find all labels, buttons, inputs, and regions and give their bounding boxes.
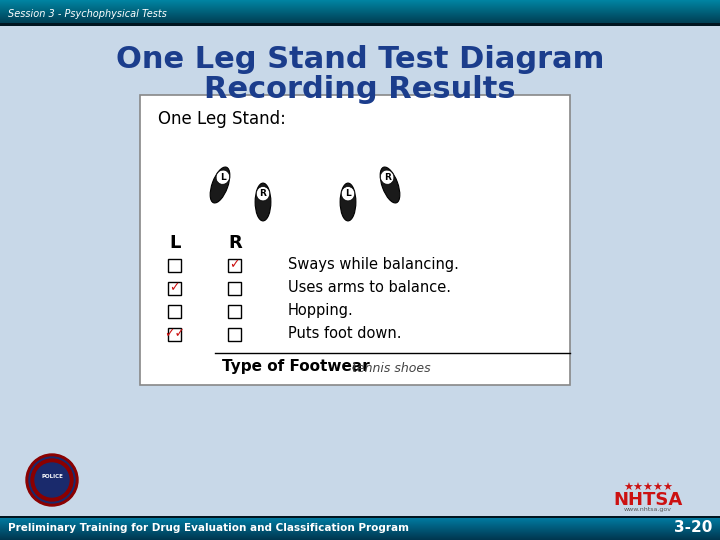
Circle shape [26, 454, 78, 506]
Bar [0, 16, 720, 17]
Text: Session 3 - Psychophysical Tests: Session 3 - Psychophysical Tests [8, 9, 167, 19]
Bar [0, 524, 720, 525]
Bar [0, 525, 720, 526]
Bar [168, 281, 181, 294]
Bar [168, 305, 181, 318]
Text: ✓: ✓ [229, 259, 240, 272]
Text: Preliminary Training for Drug Evaluation and Classification Program: Preliminary Training for Drug Evaluation… [8, 523, 409, 533]
Text: R: R [228, 234, 242, 252]
Bar [228, 281, 241, 294]
Bar [0, 11, 720, 12]
Bar [0, 516, 720, 517]
Bar [0, 7, 720, 8]
Bar [0, 539, 720, 540]
Bar [0, 526, 720, 527]
Bar [0, 527, 720, 528]
Bar [0, 8, 720, 9]
Bar [0, 532, 720, 533]
Bar [0, 21, 720, 22]
Text: POLICE: POLICE [41, 474, 63, 478]
Bar [0, 521, 720, 522]
Text: ✓✓: ✓✓ [164, 327, 185, 341]
Bar [0, 536, 720, 537]
Text: Hopping.: Hopping. [288, 303, 354, 319]
Bar [0, 535, 720, 536]
Text: Recording Results: Recording Results [204, 76, 516, 105]
Bar [0, 4, 720, 5]
Bar [0, 520, 720, 521]
Ellipse shape [216, 170, 230, 184]
Bar [0, 528, 720, 529]
Bar [0, 20, 720, 21]
Bar [0, 0, 720, 1]
Bar [0, 534, 720, 535]
Text: One Leg Stand Test Diagram: One Leg Stand Test Diagram [116, 45, 604, 75]
Bar [0, 5, 720, 6]
Bar [0, 25, 720, 26]
Bar [0, 18, 720, 19]
Text: 3-20: 3-20 [674, 521, 712, 536]
Bar [168, 259, 181, 272]
Bar [140, 95, 570, 385]
Text: Sways while balancing.: Sways while balancing. [288, 258, 459, 273]
Ellipse shape [380, 167, 400, 203]
Bar [0, 529, 720, 530]
Bar [0, 23, 720, 24]
Bar [0, 22, 720, 23]
Text: Uses arms to balance.: Uses arms to balance. [288, 280, 451, 295]
Bar [0, 523, 720, 524]
Text: L: L [220, 173, 225, 181]
Bar [0, 1, 720, 2]
Ellipse shape [255, 183, 271, 221]
Bar [0, 2, 720, 3]
Ellipse shape [380, 170, 394, 184]
Bar [0, 537, 720, 538]
Bar [228, 327, 241, 341]
Bar [0, 14, 720, 15]
Bar [0, 23, 720, 26]
Bar [0, 516, 720, 518]
Ellipse shape [210, 167, 230, 203]
Bar [0, 17, 720, 18]
Text: R: R [384, 173, 390, 181]
Ellipse shape [256, 186, 270, 201]
Text: ✓: ✓ [169, 281, 180, 294]
Bar [0, 13, 720, 14]
Bar [0, 24, 720, 25]
Bar [0, 530, 720, 531]
Text: R: R [260, 189, 266, 198]
Bar [0, 3, 720, 4]
Text: L: L [169, 234, 181, 252]
Text: One Leg Stand:: One Leg Stand: [158, 110, 286, 128]
Text: NHTSA: NHTSA [613, 491, 683, 509]
Text: Type of Footwear: Type of Footwear [222, 360, 370, 375]
Bar [0, 517, 720, 518]
Bar [0, 533, 720, 534]
Bar [0, 538, 720, 539]
Bar [0, 9, 720, 10]
Circle shape [31, 459, 73, 501]
Text: tennis shoes: tennis shoes [352, 362, 431, 375]
Circle shape [35, 463, 69, 497]
Text: ★★★★★: ★★★★★ [623, 483, 673, 493]
Bar [228, 305, 241, 318]
Text: L: L [345, 189, 351, 198]
Bar [168, 327, 181, 341]
Text: www.nhtsa.gov: www.nhtsa.gov [624, 507, 672, 511]
Ellipse shape [340, 183, 356, 221]
Bar [0, 522, 720, 523]
Bar [0, 519, 720, 520]
Bar [0, 518, 720, 519]
Bar [0, 19, 720, 20]
Circle shape [29, 457, 75, 503]
Bar [0, 15, 720, 16]
Bar [228, 259, 241, 272]
Ellipse shape [341, 186, 355, 201]
Bar [0, 6, 720, 7]
Bar [0, 12, 720, 13]
Bar [0, 10, 720, 11]
Text: Puts foot down.: Puts foot down. [288, 327, 402, 341]
Bar [0, 531, 720, 532]
